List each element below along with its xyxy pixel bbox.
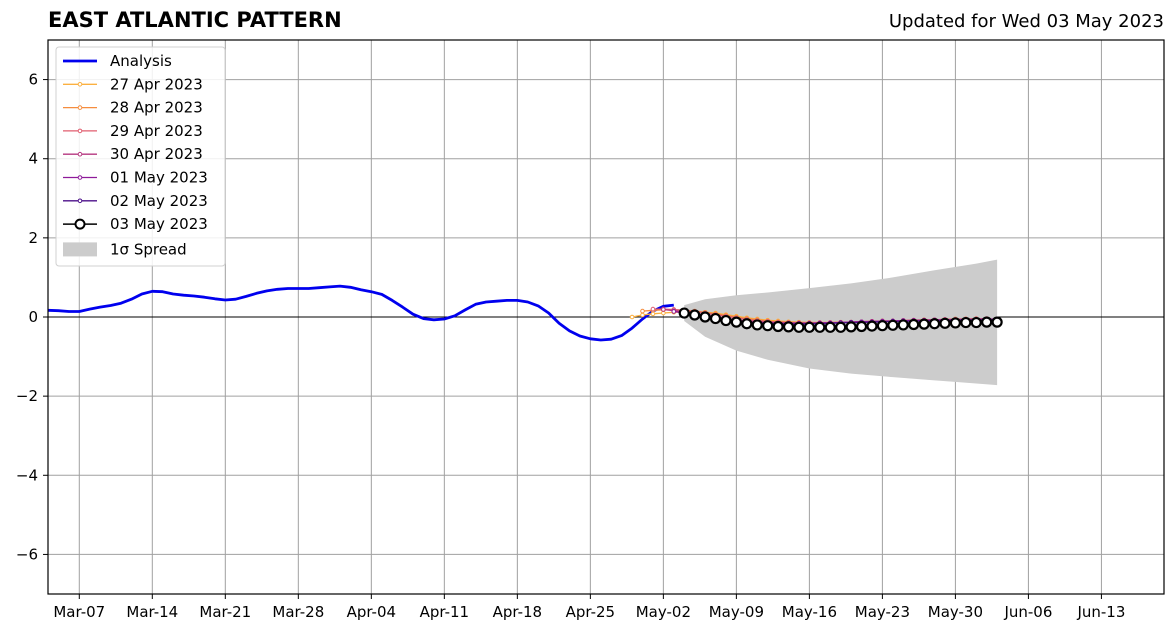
x-tick-label: Mar-28 [272,603,324,621]
x-tick-label: May-09 [709,603,764,621]
data-point [876,320,888,332]
legend-entry: 30 Apr 2023 [63,145,203,163]
data-point [793,321,805,333]
x-tick-label: May-02 [636,603,691,621]
series-0 [47,284,674,342]
x-tick-label: Mar-21 [199,603,251,621]
data-point [949,317,962,329]
axes: −6 −4 −2 0 2 4 6 Mar-07 Mar-14 Mar-21 Mar-28 Apr-04… [16,39,1165,621]
x-tick-label: Jun-13 [1076,603,1125,621]
data-point [730,316,742,328]
legend-entry: 27 Apr 2023 [63,75,203,93]
legend-entry: 29 Apr 2023 [63,122,203,140]
x-tick-label: Apr-25 [566,603,616,621]
legend-entry: 28 Apr 2023 [63,99,203,117]
legend-label: 27 Apr 2023 [110,75,203,93]
legend-label: 30 Apr 2023 [110,145,203,163]
data-point [814,321,826,333]
data-point [918,318,930,330]
x-tick-label: May-16 [782,603,837,621]
data-point [678,307,690,319]
data-point [970,316,982,329]
data-point [824,321,836,333]
x-tick-label: Apr-04 [347,603,397,621]
series-line [47,284,674,342]
y-tick-label: 2 [28,229,38,247]
data-point [855,320,868,333]
legend-marker [77,128,83,134]
data-point [689,309,701,321]
data-point [640,312,645,318]
data-point [939,317,951,329]
legend-marker [77,175,83,180]
x-tick-label: Apr-18 [493,603,543,621]
x-tick-label: Mar-14 [126,603,178,621]
y-tick-label: −2 [16,387,38,405]
series-7 [678,307,1003,333]
data-point [661,307,666,312]
data-point [650,306,656,312]
legend-label: Analysis [110,52,172,70]
x-tick-label: Jun-06 [1003,603,1052,621]
data-point [960,316,972,329]
legend-entry: 03 May 2023 [63,215,208,233]
legend-marker [77,82,83,87]
data-point [709,312,722,325]
x-tick-label: Apr-11 [420,603,470,621]
y-tick-label: 6 [28,71,38,89]
legend-swatch [63,242,97,257]
legend-entry: 1σ Spread [63,240,187,258]
x-tick-label: May-23 [855,603,910,621]
y-tick-label: 4 [28,150,38,168]
x-tick-label: May-30 [928,603,983,621]
legend-label: 02 May 2023 [110,192,208,210]
data-point [772,320,784,333]
legend-label: 01 May 2023 [110,169,208,187]
data-point [782,321,795,333]
legend-marker [77,198,83,204]
legend-box [55,46,226,267]
data-point [762,320,774,332]
legend-marker [74,218,86,230]
chart-subtitle: Updated for Wed 03 May 2023 [888,11,1164,32]
data-point [928,318,941,330]
data-point [629,314,635,320]
y-tick-label: −4 [16,466,38,484]
data-point [720,314,732,327]
data-point [908,318,920,331]
grid [48,40,1164,594]
legend-label: 28 Apr 2023 [110,99,203,117]
data-point [751,319,763,331]
data-point [741,318,753,330]
chart-title: EAST ATLANTIC PATTERN [48,8,342,32]
y-tick-label: 0 [28,308,38,326]
series-layer [47,284,1003,342]
data-point [835,321,847,333]
legend-marker [77,151,83,157]
legend-label: 1σ Spread [110,240,187,258]
data-point [671,309,677,314]
legend-marker [77,105,83,110]
data-point [845,321,857,333]
data-point [699,311,711,323]
data-point [803,321,815,333]
legend-entry: 02 May 2023 [63,192,208,210]
legend-entry: Analysis [63,52,172,70]
legend-entry: 01 May 2023 [63,169,208,187]
y-tick-label: −6 [16,545,38,563]
data-point [897,319,909,331]
legend-label: 03 May 2023 [110,215,208,233]
legend-label: 29 Apr 2023 [110,122,203,140]
data-point [981,316,993,328]
data-point [640,308,645,314]
data-point [650,311,656,317]
x-tick-label: Mar-07 [53,603,105,621]
data-point [887,319,899,331]
data-point [866,320,878,332]
legend: Analysis 27 Apr 2023 28 Apr 2023 29 Apr 202… [55,46,226,267]
data-point [991,316,1003,328]
